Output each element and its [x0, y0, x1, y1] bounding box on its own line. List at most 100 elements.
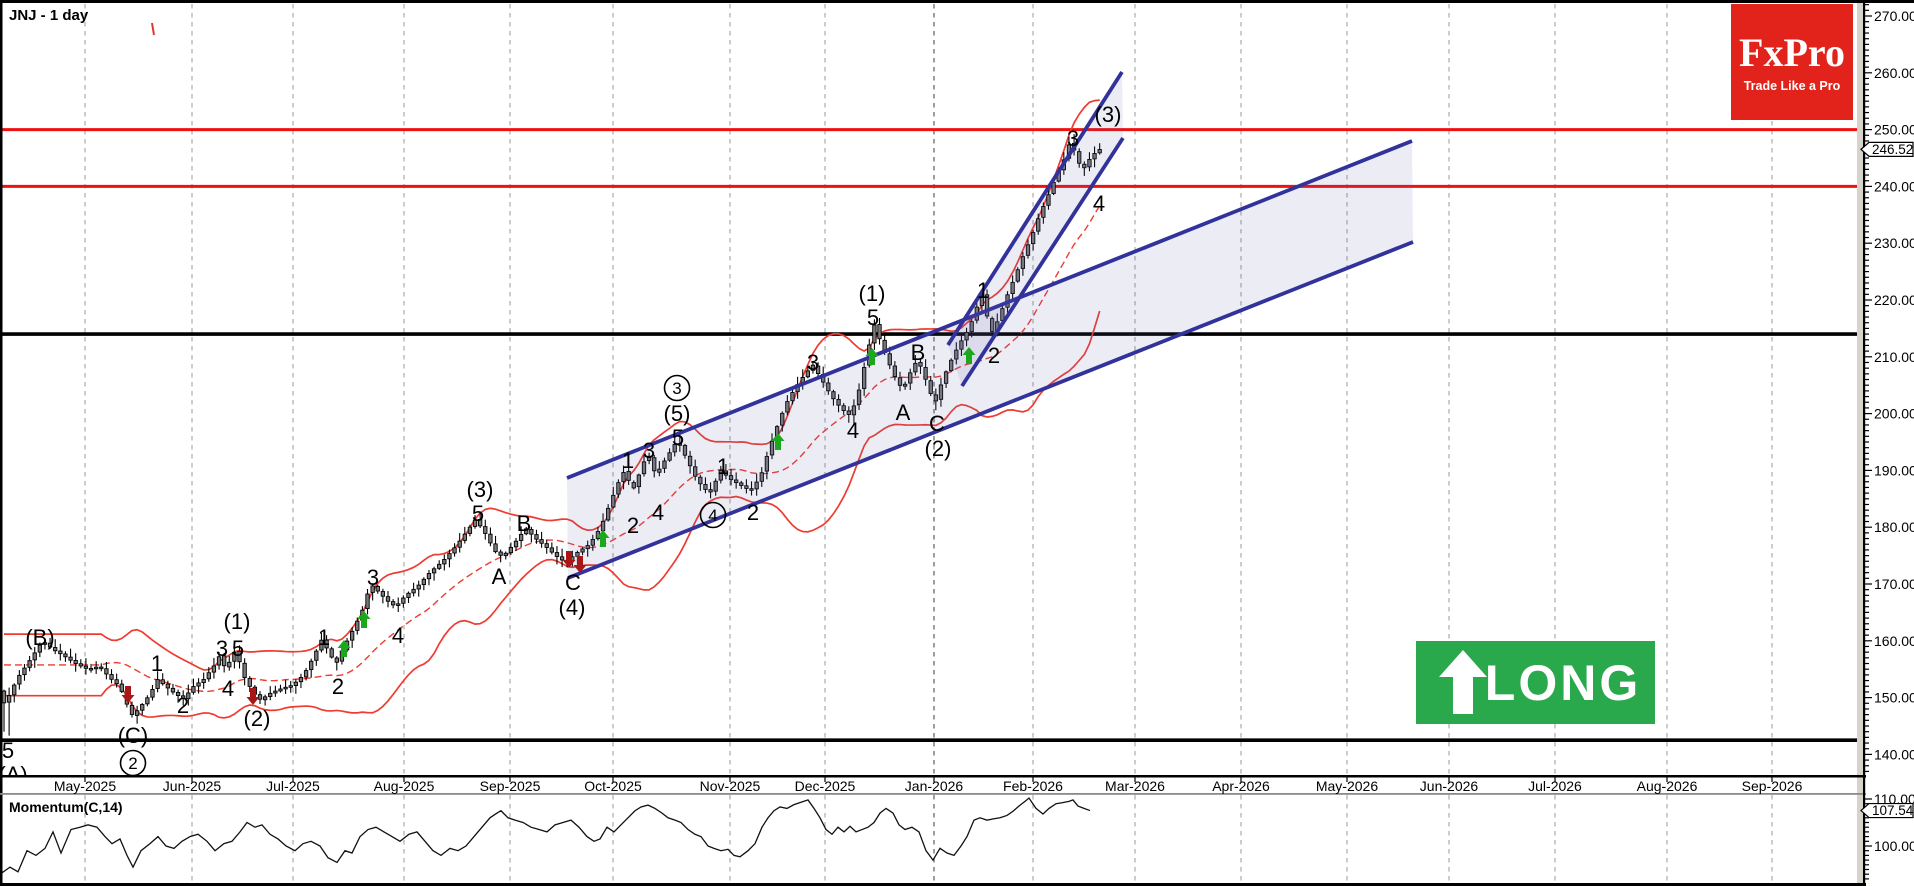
momentum-indicator [0, 797, 1091, 875]
candle-body [99, 666, 104, 670]
candle-body [140, 704, 145, 711]
candle-body [232, 651, 237, 662]
month-label: Aug-2026 [1637, 778, 1698, 794]
wave-label: 4 [847, 418, 859, 443]
projection-channel-upper-line [566, 139, 1413, 480]
candle-body [544, 543, 549, 548]
candle-body [672, 444, 677, 453]
candle-body [764, 456, 770, 472]
candle-body [723, 470, 729, 476]
candle-body [462, 533, 467, 541]
candle-body [457, 540, 462, 548]
candle-body [63, 653, 68, 658]
wave-label: (1) [859, 281, 886, 306]
candle-body [631, 482, 636, 489]
candle-body [268, 692, 273, 697]
bollinger-bands [4, 99, 1101, 719]
candle-body [780, 412, 785, 426]
current-price-tag: 246.52 [1872, 142, 1913, 157]
fxpro-tagline-text: Trade Like a Pro [1744, 79, 1841, 93]
candle-body [216, 656, 222, 666]
price-axis-label: 240.00 [1874, 178, 1914, 194]
candle-body [744, 485, 749, 489]
candle-body [554, 552, 560, 557]
candle-body [472, 519, 478, 527]
candle-body [27, 660, 32, 668]
wave-label: 1 [977, 278, 989, 303]
price-axis-label: 150.00 [1874, 690, 1914, 706]
candle-body [498, 551, 503, 556]
price-pane-bottom-border [0, 775, 1866, 778]
symbol-timeframe-title: JNJ - 1 day [9, 7, 89, 24]
candle-body [6, 695, 12, 703]
candle-body [913, 362, 918, 373]
candle-body [262, 696, 268, 701]
candle-body [380, 591, 386, 597]
wave-label: 5 [672, 425, 684, 450]
candle-body [1082, 163, 1087, 169]
candle-body [805, 370, 810, 378]
candle-body [94, 666, 99, 670]
buy-arrow-icon [771, 433, 785, 450]
wave-label: (1) [224, 609, 251, 634]
wave-label: 5 [472, 501, 484, 526]
candle-body [984, 294, 990, 317]
candle-body [1097, 149, 1102, 154]
price-axis-label: 160.00 [1874, 633, 1914, 649]
candle-body [385, 596, 391, 602]
candle-body [580, 548, 585, 553]
candle-body [53, 647, 58, 652]
wave-label: (C) [118, 723, 149, 748]
fxpro-logo-text: FxPro [1739, 30, 1845, 75]
candle-body [908, 372, 913, 384]
candle-body [918, 361, 923, 367]
candle-body [790, 392, 795, 402]
wave-label: 2 [177, 693, 189, 718]
candle-body [529, 528, 534, 535]
candle-body [114, 679, 119, 685]
candle-body [437, 563, 442, 569]
wave-label: 1 [622, 448, 634, 473]
momentum-axis-label: 100.00 [1874, 838, 1914, 854]
price-axis[interactable]: 270.00 260.00 250.00 240.00 230.00 220.00 210.… [1865, 4, 1914, 880]
candle-body [862, 367, 867, 389]
candle-body [17, 674, 22, 685]
candle-body [375, 585, 380, 592]
wave-label: C [565, 570, 581, 595]
wave-label: (2) [244, 706, 271, 731]
month-label: Jul-2025 [266, 778, 320, 794]
candle-body [1077, 151, 1082, 164]
candle-body [442, 558, 447, 565]
candle-body [58, 650, 63, 655]
price-axis-label: 170.00 [1874, 576, 1914, 592]
candle-body [1025, 244, 1031, 256]
candle-body [938, 384, 944, 400]
axis-price-tags: 246.52 107.54 [1860, 141, 1914, 819]
candle-body [47, 642, 53, 648]
candle-body [539, 539, 544, 544]
candle-body [1092, 153, 1097, 160]
candle-body [488, 533, 493, 544]
wave-label: 3 [643, 438, 655, 463]
candle-body [1020, 256, 1026, 269]
candle-body [83, 665, 89, 669]
candle-body [708, 489, 713, 493]
buy-arrow-icon [357, 611, 371, 628]
bollinger-upper-band [4, 99, 1100, 671]
month-label: Mar-2026 [1105, 778, 1165, 794]
candle-body [856, 389, 862, 405]
candle-body [810, 364, 816, 371]
wave-label-circle [699, 501, 727, 529]
candle-body [365, 593, 370, 610]
wave-label: C [929, 411, 945, 436]
wave-label: (B) [25, 625, 54, 650]
candle-body [621, 472, 626, 483]
candle-body [257, 694, 263, 700]
time-axis[interactable]: May-2025 Jun-2025 Jul-2025 Aug-2025 Sep-2025… [54, 777, 1803, 794]
candle-body [483, 526, 488, 534]
price-axis-label: 210.00 [1874, 349, 1914, 365]
candle-body [237, 650, 242, 663]
